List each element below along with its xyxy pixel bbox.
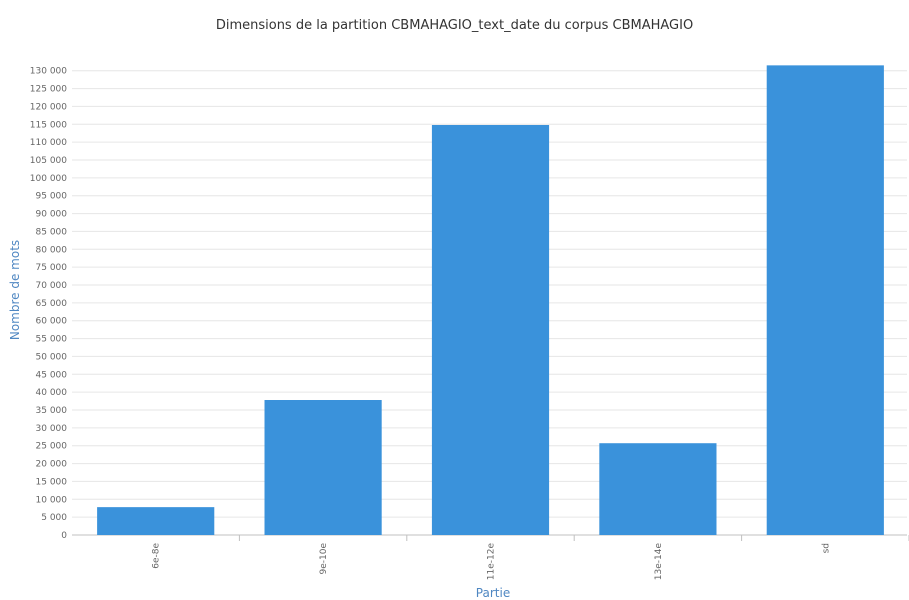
bar-6e-8e[interactable]: [97, 507, 215, 535]
y-tick-label: 5 000: [41, 513, 67, 523]
y-tick-label: 65 000: [36, 299, 68, 309]
bar-13e-14e[interactable]: [599, 443, 717, 535]
y-tick-label: 60 000: [36, 317, 68, 327]
bar-9e-10e[interactable]: [264, 400, 382, 535]
chart-title: Dimensions de la partition CBMAHAGIO_tex…: [215, 18, 694, 33]
y-tick-label: 15 000: [36, 477, 68, 487]
y-tick-label: 35 000: [36, 406, 68, 416]
x-tick-label: 9e-10e: [319, 543, 329, 575]
x-axis-title: Partie: [476, 586, 510, 600]
x-tick-label: 13e-14e: [654, 543, 664, 581]
bar-sd[interactable]: [766, 65, 884, 535]
x-tick-label: 6e-8e: [152, 543, 162, 569]
y-tick-label: 90 000: [36, 210, 68, 220]
y-axis-title: Nombre de mots: [8, 240, 22, 340]
y-tick-label: 40 000: [36, 388, 68, 398]
x-tick-label: 11e-12e: [487, 543, 497, 581]
y-tick-label: 10 000: [36, 495, 68, 505]
y-tick-label: 95 000: [36, 192, 68, 202]
y-tick-label: 20 000: [36, 460, 68, 470]
y-tick-label: 80 000: [36, 245, 68, 255]
y-tick-label: 0: [61, 531, 67, 541]
y-tick-label: 85 000: [36, 227, 68, 237]
y-tick-label: 45 000: [36, 370, 68, 380]
y-tick-label: 30 000: [36, 424, 68, 434]
y-tick-label: 105 000: [30, 156, 67, 166]
x-tick-label: sd: [821, 543, 831, 553]
y-tick-label: 115 000: [30, 120, 67, 130]
y-tick-label: 25 000: [36, 442, 68, 452]
y-tick-label: 110 000: [30, 138, 67, 148]
y-tick-label: 75 000: [36, 263, 68, 273]
y-tick-label: 70 000: [36, 281, 68, 291]
y-tick-label: 100 000: [30, 174, 67, 184]
y-tick-label: 130 000: [30, 67, 67, 77]
y-tick-label: 55 000: [36, 335, 68, 345]
y-tick-label: 50 000: [36, 352, 68, 362]
bar-11e-12e[interactable]: [431, 125, 550, 535]
y-tick-label: 125 000: [30, 85, 67, 95]
y-tick-label: 120 000: [30, 102, 67, 112]
